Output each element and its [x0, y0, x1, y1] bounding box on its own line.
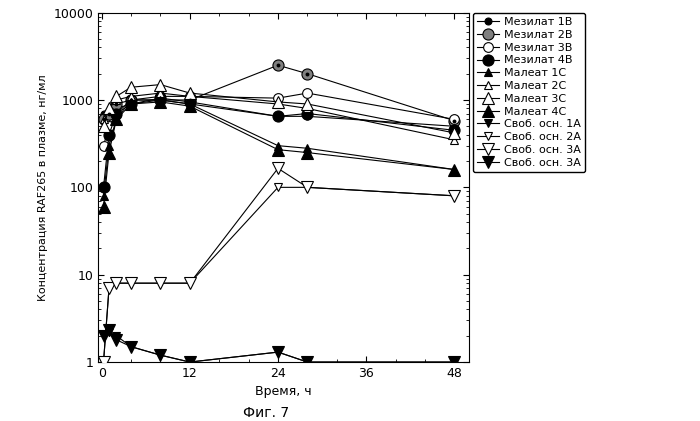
X-axis label: Время, ч: Время, ч: [256, 386, 312, 399]
Text: Фиг. 7: Фиг. 7: [243, 406, 289, 420]
Y-axis label: Концентрация RAF265 в плазме, нг/мл: Концентрация RAF265 в плазме, нг/мл: [38, 74, 48, 301]
Legend: Мезилат 1В, Мезилат 2В, Мезилат 3В, Мезилат 4В, Малеат 1С, Малеат 2С, Малеат 3С,: Мезилат 1В, Мезилат 2В, Мезилат 3В, Мези…: [473, 13, 585, 172]
